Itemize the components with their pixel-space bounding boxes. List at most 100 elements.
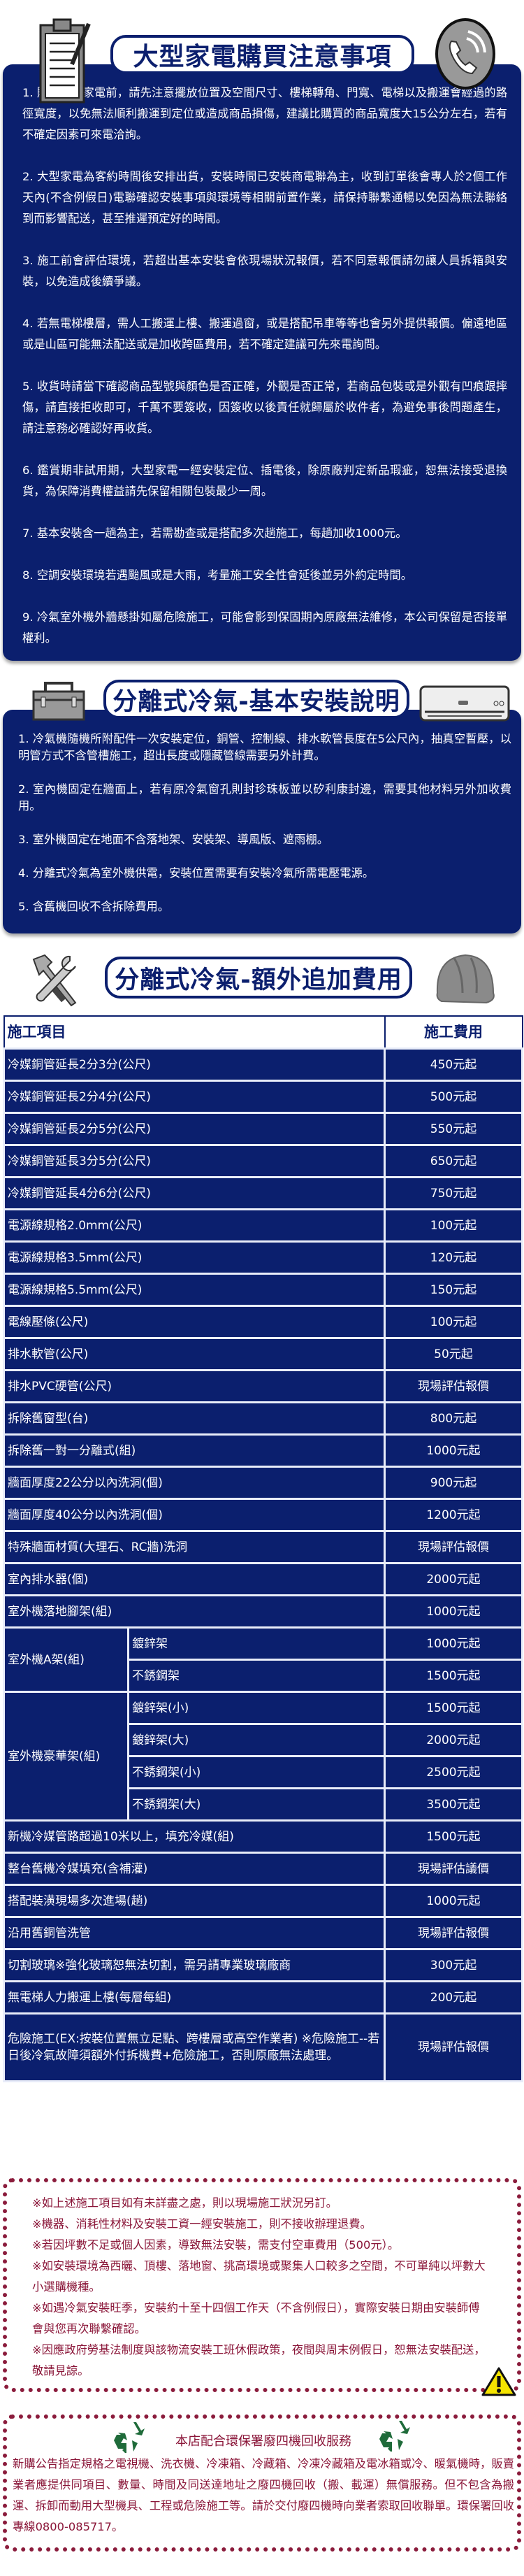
row-item: 整台舊機冷媒填充(含補灌) (3, 1852, 386, 1886)
table-row: 拆除舊一對一分離式(組) 1000元起 (3, 1433, 523, 1468)
tools-icon (32, 954, 77, 1007)
row-sub-item: 鍍鋅架(大) (127, 1723, 386, 1757)
notice-item: 2. 大型家電為客約時間後安排出貨，安裝時間已安裝商電聯為主，收到訂單後會專人於… (22, 170, 507, 225)
row-price: 現場評估報價 (384, 1530, 523, 1564)
row-price: 3500元起 (384, 1787, 523, 1822)
purchase-notice-list: 1. 購買大型家電前，請先注意擺放位置及空間尺寸、樓梯轉角、門寬、電梯以及搬運會… (22, 83, 507, 649)
recycle-title: 本店配合環保署廢四機回收服務 (175, 2434, 351, 2449)
phone-icon (435, 18, 495, 90)
notice-item: 7. 基本安裝含一趟為主，若需勘查或是搭配多次趟施工，每趟加收1000元。 (22, 527, 407, 540)
recycle-body: 新購公告指定規格之電視機、洗衣機、冷凍箱、冷藏箱、冷凍冷藏箱及電冰箱或冷、暖氣機… (13, 2457, 514, 2533)
table-row: 不銹鋼架(小) 2500元起 (4, 1755, 523, 1789)
row-price: 150元起 (384, 1273, 523, 1307)
row-item: 特殊牆面材質(大理石、RC牆)洗洞 (3, 1530, 386, 1564)
row-item: 冷媒銅管延長3分5分(公尺) (3, 1144, 386, 1178)
table-row: 室外機落地腳架(組) 1000元起 (3, 1594, 523, 1629)
row-price: 1000元起 (384, 1594, 523, 1629)
row-price: 1000元起 (384, 1626, 523, 1661)
row-price: 現場評估報價 (384, 1916, 523, 1950)
recycle-icon (379, 2421, 410, 2452)
row-item: 拆除舊一對一分離式(組) (3, 1433, 386, 1468)
table-row: 牆面厚度22公分以內洗洞(個) 900元起 (3, 1466, 523, 1500)
basic-install-title: 分離式冷氣-基本安裝說明 (103, 680, 409, 719)
row-price: 450元起 (384, 1047, 523, 1082)
row-item: 排水軟管(公尺) (3, 1337, 386, 1371)
table-row: 無電梯人力搬運上樓(每層每組) 200元起 (3, 1980, 523, 2015)
air-conditioner-icon (419, 685, 510, 722)
notice-item: 1. 購買大型家電前，請先注意擺放位置及空間尺寸、樓梯轉角、門寬、電梯以及搬運會… (22, 86, 507, 141)
notes-box: ※如上述施工項目如有未詳盡之處，則以現場施工狀況另訂。 ※機器、消耗性材料及安裝工… (3, 2178, 521, 2392)
notice-item: 6. 鑑賞期非試用期，大型家電一經安裝定位、插電後，除原廠判定新品瑕疵，恕無法接… (22, 464, 507, 498)
basic-install-panel: 1. 冷氣機隨機所附配件一次安裝定位，銅管、控制線、排水軟管長度在5公尺內，抽真… (3, 710, 521, 933)
table-row: 特殊牆面材質(大理石、RC牆)洗洞 現場評估報價 (3, 1530, 523, 1564)
recycle-icon (114, 2422, 145, 2453)
notice-item: 3. 施工前會評估環境，若超出基本安裝會依現場狀況報價，若不同意報價請勿讓人員拆… (22, 254, 507, 288)
install-item: 2. 室內機固定在牆面上，若有原冷氣窗孔則封珍珠板並以矽利康封邊，需要其他材料另… (18, 782, 511, 813)
table-row: 冷媒銅管延長3分5分(公尺) 650元起 (3, 1144, 523, 1178)
table-row: 鍍鋅架(大) 2000元起 (4, 1723, 523, 1757)
row-price: 100元起 (384, 1305, 523, 1339)
extra-fees-table: 施工項目 施工費用 冷媒銅管延長2分3分(公尺) 450元起 冷媒銅管延長2分4分(公尺… (3, 1015, 523, 2082)
hard-hat-icon (436, 954, 495, 1004)
table-row: 室內排水器(個) 2000元起 (3, 1562, 523, 1596)
row-group-label: 室外機A架(組) (3, 1626, 129, 1693)
table-row: 搭配裝潢現場多次進場(趟) 1000元起 (3, 1884, 523, 1918)
note-line: ※若因坪數不足或個人因素，導致無法安裝，需支付空車費用（500元）。 (32, 2238, 400, 2252)
row-item: 電源線規格2.0mm(公尺) (3, 1208, 386, 1243)
row-price: 800元起 (384, 1401, 523, 1436)
row-item: 新機冷媒管路超過10米以上，填充冷媒(組) (3, 1819, 386, 1854)
table-row: 排水軟管(公尺) 50元起 (3, 1337, 523, 1371)
row-price: 1500元起 (384, 1819, 523, 1854)
purchase-notice-title: 大型家電購買注意事項 (110, 35, 414, 74)
notice-item: 9. 冷氣室外機外牆懸掛如屬危險施工，可能會影到保固期內原廠無法維修，本公司保留… (22, 610, 507, 645)
note-line: ※如安裝環境為西曬、頂樓、落地窗、挑高環境或聚集人口較多之空間，不可單純以坪數大… (32, 2259, 486, 2294)
table-row: 室外機A架(組) 鍍鋅架 1000元起 (3, 1626, 523, 1693)
table-row: 整台舊機冷媒填充(含補灌) 現場評估議價 (3, 1852, 523, 1886)
row-price: 650元起 (384, 1144, 523, 1178)
row-sub-item: 鍍鋅架(小) (127, 1691, 386, 1725)
notice-item: 8. 空調安裝環境若遇颱風或是大雨，考量施工安全性會延後並另外約定時間。 (22, 568, 412, 582)
notice-item: 4. 若無電梯樓層，需人工搬運上樓、搬運過窗，或是搭配吊車等等也會另外提供報價。… (22, 317, 507, 351)
table-header-row: 施工項目 施工費用 (3, 1015, 523, 1050)
clipboard-icon (39, 18, 91, 103)
row-price: 200元起 (384, 1980, 523, 2015)
header-price: 施工費用 (384, 1015, 523, 1050)
row-price: 50元起 (384, 1337, 523, 1371)
row-sub-item: 不銹鋼架 (127, 1659, 386, 1693)
row-item: 室內排水器(個) (3, 1562, 386, 1596)
note-line: ※機器、消耗性材料及安裝工資一經安裝施工，則不接收辦理退費。 (32, 2217, 372, 2231)
table-row: 電線壓條(公尺) 100元起 (3, 1305, 523, 1339)
row-item: 牆面厚度40公分以內洗洞(個) (3, 1498, 386, 1532)
row-item: 危險施工(EX:按裝位置無立足點、跨樓層或高空作業者) ※危險施工--若日後冷氣… (3, 2012, 386, 2082)
basic-install-list: 1. 冷氣機隨機所附配件一次安裝定位，銅管、控制線、排水軟管長度在5公尺內，抽真… (18, 731, 511, 915)
note-line: ※如上述施工項目如有未詳盡之處，則以現場施工狀況另訂。 (32, 2196, 337, 2210)
table-row: 室外機豪華架(組) 鍍鋅架(小) 1500元起 (3, 1691, 523, 1822)
table-row: 不銹鋼架 1500元起 (4, 1659, 523, 1693)
row-group-label: 室外機豪華架(組) (3, 1691, 129, 1822)
row-price: 1500元起 (384, 1659, 523, 1693)
row-item: 冷媒銅管延長2分4分(公尺) (3, 1080, 386, 1114)
extra-fees-title: 分離式冷氣-額外追加費用 (105, 957, 412, 999)
row-item: 切割玻璃※強化玻璃恕無法切割，需另請專業玻璃廠商 (3, 1948, 386, 1982)
notice-item: 5. 收貨時請當下確認商品型號與顏色是否正確，外觀是否正常，若商品包裝或是外觀有… (22, 380, 507, 435)
toolbox-icon (32, 682, 85, 721)
row-item: 室外機落地腳架(組) (3, 1594, 386, 1629)
row-price: 100元起 (384, 1208, 523, 1243)
table-row: 冷媒銅管延長2分4分(公尺) 500元起 (3, 1080, 523, 1114)
row-price: 1200元起 (384, 1498, 523, 1532)
purchase-notice-panel: 1. 購買大型家電前，請先注意擺放位置及空間尺寸、樓梯轉角、門寬、電梯以及搬運會… (3, 64, 521, 661)
row-item: 牆面厚度22公分以內洗洞(個) (3, 1466, 386, 1500)
row-price: 現場評估議價 (384, 1852, 523, 1886)
row-item: 沿用舊銅管洗管 (3, 1916, 386, 1950)
table-row: 冷媒銅管延長2分3分(公尺) 450元起 (3, 1047, 523, 1082)
row-item: 拆除舊窗型(台) (3, 1401, 386, 1436)
row-price: 現場評估報價 (384, 1369, 523, 1403)
table-row: 排水PVC硬管(公尺) 現場評估報價 (3, 1369, 523, 1403)
install-item: 1. 冷氣機隨機所附配件一次安裝定位，銅管、控制線、排水軟管長度在5公尺內，抽真… (18, 732, 511, 762)
table-row: 電源線規格2.0mm(公尺) 100元起 (3, 1208, 523, 1243)
row-price: 750元起 (384, 1176, 523, 1210)
install-item: 3. 室外機固定在地面不含落地架、安裝架、導風版、遮雨棚。 (18, 833, 329, 846)
header-item: 施工項目 (3, 1015, 386, 1050)
row-item: 冷媒銅管延長2分3分(公尺) (3, 1047, 386, 1082)
install-item: 5. 含舊機回收不含拆除費用。 (18, 900, 170, 913)
